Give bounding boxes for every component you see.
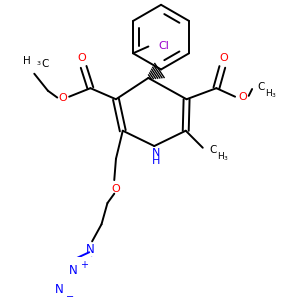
Text: N: N — [152, 148, 160, 158]
Text: O: O — [238, 92, 247, 102]
Text: H: H — [265, 89, 272, 98]
Text: C: C — [210, 145, 217, 155]
Text: H: H — [152, 156, 160, 167]
Text: N: N — [86, 243, 95, 256]
Text: O: O — [78, 53, 86, 63]
Text: $_3$: $_3$ — [36, 59, 42, 68]
Text: $_3$: $_3$ — [271, 91, 276, 100]
Text: C: C — [257, 82, 265, 92]
Text: O: O — [112, 184, 120, 194]
Text: H: H — [23, 56, 31, 66]
Text: $_3$: $_3$ — [223, 154, 229, 163]
Text: N: N — [69, 264, 78, 277]
Text: +: + — [80, 260, 88, 270]
Text: C: C — [41, 59, 49, 69]
Text: Cl: Cl — [158, 41, 169, 52]
Text: O: O — [220, 53, 228, 63]
Text: N: N — [55, 283, 63, 296]
Text: H: H — [217, 152, 224, 161]
Text: O: O — [58, 93, 67, 103]
Text: −: − — [66, 292, 74, 300]
